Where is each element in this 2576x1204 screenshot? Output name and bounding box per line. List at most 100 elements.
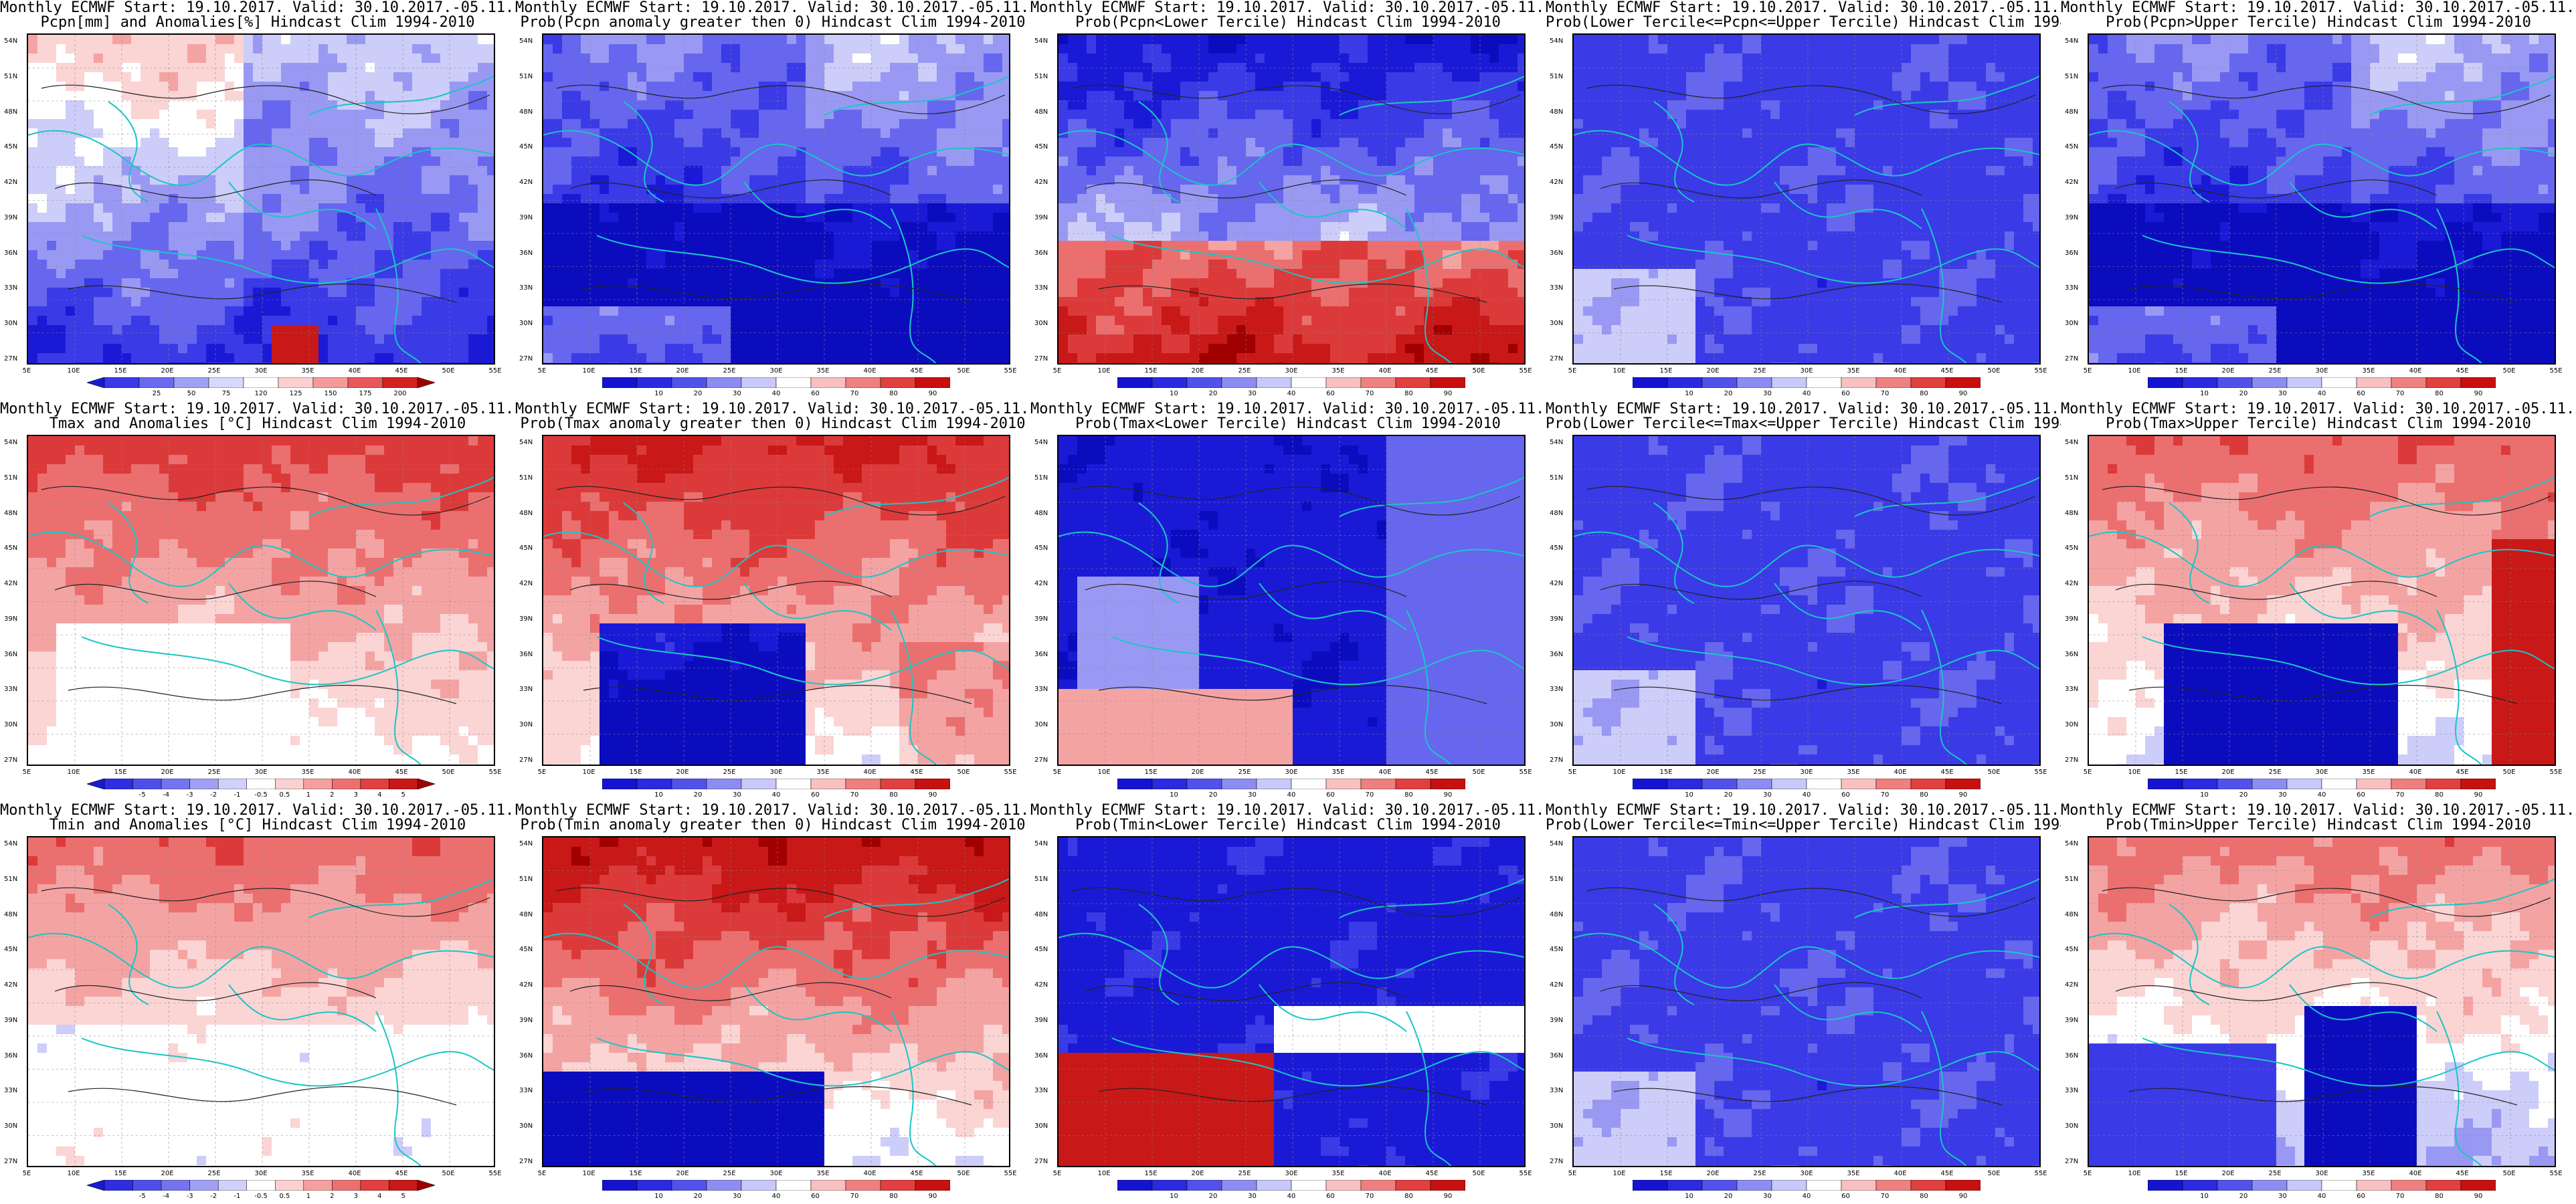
lon-tick-label: 25E xyxy=(723,1170,735,1177)
lat-tick-label: 54N xyxy=(519,439,533,446)
map-panel: Monthly ECMWF Start: 19.10.2017. Valid: … xyxy=(1546,401,2061,803)
lat-tick-label: 45N xyxy=(1034,946,1048,953)
lon-tick-label: 10E xyxy=(1613,367,1625,375)
colorbar-label: 20 xyxy=(2239,390,2248,397)
lon-tick-label: 10E xyxy=(1613,769,1625,776)
colorbar-swatch xyxy=(360,779,389,789)
lat-tick-label: 45N xyxy=(1034,143,1048,150)
colorbar-swatch xyxy=(2182,779,2218,789)
colorbar xyxy=(1633,1180,1981,1191)
colorbar-label: 70 xyxy=(1881,1193,1890,1200)
lat-tick-label: 45N xyxy=(1550,544,1563,552)
lat-tick-label: 33N xyxy=(4,686,17,693)
map-area xyxy=(1572,435,2041,766)
colorbar-label: 60 xyxy=(2357,390,2365,397)
colorbar-swatch xyxy=(2460,377,2496,388)
colorbar-swatch xyxy=(382,377,418,388)
lon-tick-label: 10E xyxy=(67,769,80,776)
lat-tick-label: 30N xyxy=(1034,721,1048,728)
lat-tick-label: 36N xyxy=(2065,249,2078,257)
colorbar-label: 70 xyxy=(1881,390,1890,397)
colorbar-label: 3 xyxy=(354,1193,358,1200)
colorbar-label: 90 xyxy=(1959,1193,1968,1200)
colorbar-label: 5 xyxy=(401,791,405,799)
lat-tick-label: 42N xyxy=(4,981,17,989)
lon-tick-label: 5E xyxy=(23,1170,31,1177)
lon-tick-label: 5E xyxy=(1053,1170,1062,1177)
colorbar xyxy=(2148,779,2496,789)
lat-tick-label: 54N xyxy=(519,840,533,847)
map-field xyxy=(1059,837,1524,1166)
lat-tick-label: 42N xyxy=(2065,179,2078,186)
colorbar-swatch xyxy=(246,779,276,789)
colorbar-label: 80 xyxy=(1920,1193,1928,1200)
colorbar-swatch xyxy=(1736,377,1772,388)
map-area xyxy=(1057,33,1526,365)
lat-tick-label: 39N xyxy=(4,615,17,623)
lon-tick-label: 35E xyxy=(1331,1170,1344,1177)
colorbar-swatch xyxy=(217,1180,247,1191)
colorbar-swatch xyxy=(1291,377,1327,388)
colorbar-swatch xyxy=(1806,1180,1842,1191)
lon-tick-label: 25E xyxy=(1753,769,1766,776)
lat-tick-label: 51N xyxy=(1034,73,1048,80)
colorbar-swatch xyxy=(810,377,846,388)
colorbar-label: 60 xyxy=(1841,1193,1850,1200)
colorbar-label: -5 xyxy=(139,791,146,799)
colorbar-swatch xyxy=(332,779,361,789)
colorbar-swatch xyxy=(1221,377,1257,388)
panel-title-line2: Prob(Lower Tercile<=Pcpn<=Upper Tercile)… xyxy=(1546,15,2061,31)
map-panel: Monthly ECMWF Start: 19.10.2017. Valid: … xyxy=(1546,0,2061,401)
colorbar-swatch xyxy=(1395,1180,1431,1191)
panel-title-line1: Monthly ECMWF Start: 19.10.2017. Valid: … xyxy=(1030,401,1546,417)
lon-tick-label: 55E xyxy=(1004,769,1016,776)
lon-tick-label: 45E xyxy=(395,769,407,776)
lon-tick-label: 45E xyxy=(1425,1170,1438,1177)
lon-tick-label: 20E xyxy=(1191,1170,1204,1177)
colorbar-swatch xyxy=(1841,377,1877,388)
lat-tick-label: 27N xyxy=(519,757,533,764)
lon-tick-label: 45E xyxy=(1425,367,1438,375)
lon-tick-label: 20E xyxy=(2221,367,2234,375)
lat-tick-label: 42N xyxy=(1550,580,1563,587)
panel-title-line1: Monthly ECMWF Start: 19.10.2017. Valid: … xyxy=(1030,803,1546,819)
colorbar-label: 80 xyxy=(1920,791,1928,799)
lat-tick-label: 45N xyxy=(1550,946,1563,953)
lat-tick-label: 39N xyxy=(1550,1017,1563,1024)
lon-tick-label: 45E xyxy=(1940,1170,1953,1177)
lat-tick-label: 33N xyxy=(2065,686,2078,693)
colorbar-swatch xyxy=(845,779,881,789)
lat-tick-label: 42N xyxy=(2065,981,2078,989)
lat-tick-label: 36N xyxy=(1034,249,1048,257)
colorbar-label: 70 xyxy=(1366,390,1374,397)
lat-tick-label: 54N xyxy=(1034,37,1048,45)
lon-tick-label: 45E xyxy=(910,367,923,375)
colorbar-label: 20 xyxy=(1209,390,1218,397)
lat-tick-label: 51N xyxy=(519,474,533,482)
lon-tick-label: 20E xyxy=(1706,769,1719,776)
lon-tick-label: 25E xyxy=(1753,1170,1766,1177)
colorbar-swatch xyxy=(1117,377,1153,388)
colorbar xyxy=(87,377,435,388)
colorbar-label: 80 xyxy=(1920,390,1928,397)
panel-title-line2: Prob(Tmin<Lower Tercile) Hindcast Clim 1… xyxy=(1030,817,1546,833)
colorbar-swatch xyxy=(2286,377,2322,388)
colorbar-label: 20 xyxy=(694,791,703,799)
lat-tick-label: 54N xyxy=(2065,439,2078,446)
lon-tick-label: 25E xyxy=(207,1170,220,1177)
lat-tick-label: 51N xyxy=(519,73,533,80)
colorbar-label: 40 xyxy=(1803,1193,1811,1200)
colorbar-swatch xyxy=(1841,1180,1877,1191)
lat-tick-label: 45N xyxy=(1550,143,1563,150)
colorbar-swatch xyxy=(2425,779,2462,789)
colorbar-label: 40 xyxy=(1803,390,1811,397)
lon-tick-label: 35E xyxy=(301,769,314,776)
colorbar-label: 20 xyxy=(1209,1193,1218,1200)
map-panel: Monthly ECMWF Start: 19.10.2017. Valid: … xyxy=(2061,401,2576,803)
lat-tick-label: 48N xyxy=(1034,911,1048,918)
colorbar-label: -1 xyxy=(234,1193,241,1200)
lon-tick-label: 10E xyxy=(1613,1170,1625,1177)
panel-title-line2: Prob(Tmin anomaly greater then 0) Hindca… xyxy=(515,817,1030,833)
colorbar-swatch xyxy=(1945,1180,1981,1191)
colorbar-label: 175 xyxy=(359,390,371,397)
